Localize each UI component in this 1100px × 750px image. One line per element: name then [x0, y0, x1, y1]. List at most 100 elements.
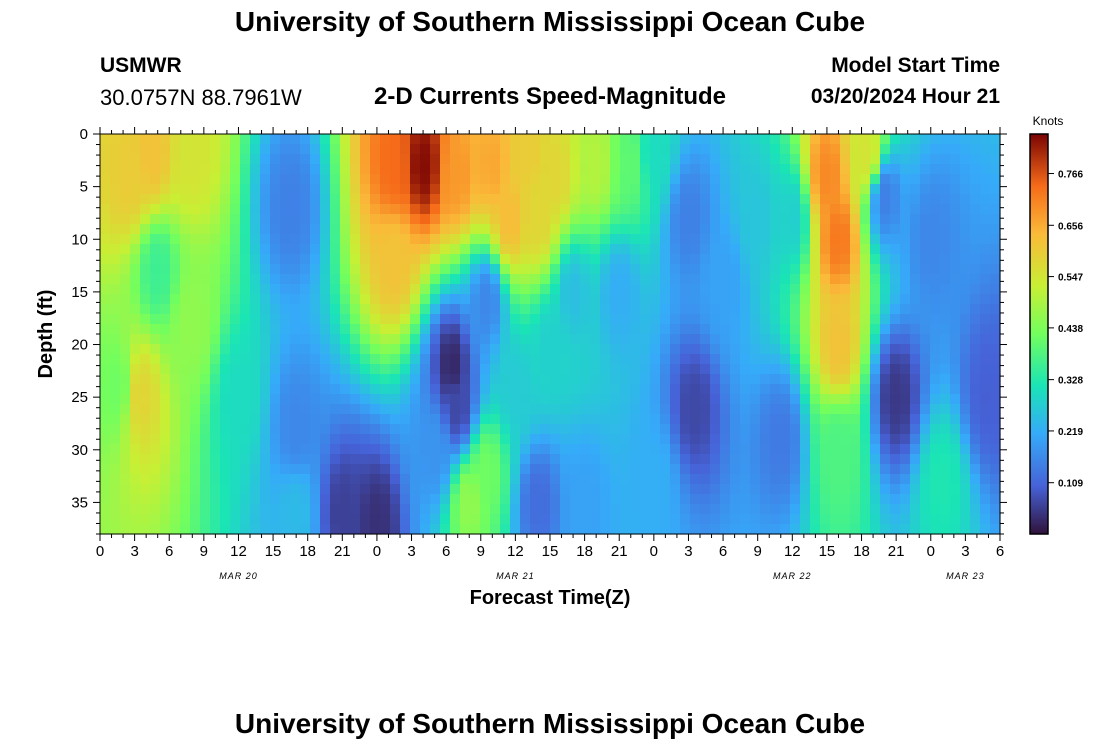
heatmap-cell	[940, 324, 951, 335]
heatmap-cell	[210, 464, 221, 475]
heatmap-cell	[990, 204, 1001, 215]
heatmap-cell	[760, 504, 771, 515]
heatmap-cell	[660, 254, 671, 265]
heatmap-cell	[910, 324, 921, 335]
heatmap-cell	[620, 134, 631, 145]
heatmap-cell	[270, 144, 281, 155]
heatmap-cell	[260, 264, 271, 275]
heatmap-cell	[880, 134, 891, 145]
heatmap-cell	[840, 384, 851, 395]
date-label: MAR 20	[219, 571, 258, 581]
heatmap-cell	[270, 334, 281, 345]
heatmap-cell	[980, 314, 991, 325]
heatmap-cell	[850, 184, 861, 195]
heatmap-cell	[800, 184, 811, 195]
heatmap-cell	[170, 424, 181, 435]
heatmap-cell	[150, 154, 161, 165]
heatmap-cell	[140, 244, 151, 255]
heatmap-cell	[240, 264, 251, 275]
heatmap-cell	[710, 484, 721, 495]
heatmap-cell	[840, 134, 851, 145]
heatmap-cell	[300, 354, 311, 365]
heatmap-cell	[890, 384, 901, 395]
heatmap-cell	[830, 144, 841, 155]
heatmap-cell	[700, 514, 711, 525]
heatmap-cell	[750, 414, 761, 425]
heatmap-cell	[550, 214, 561, 225]
heatmap-cell	[240, 234, 251, 245]
heatmap-cell	[760, 484, 771, 495]
heatmap-cell	[440, 164, 451, 175]
heatmap-cell	[480, 274, 491, 285]
heatmap-cell	[530, 364, 541, 375]
heatmap-cell	[450, 184, 461, 195]
heatmap-cell	[300, 494, 311, 505]
heatmap-cell	[240, 434, 251, 445]
heatmap-cell	[900, 304, 911, 315]
heatmap-cell	[840, 254, 851, 265]
heatmap-cell	[220, 494, 231, 505]
heatmap-cell	[430, 134, 441, 145]
heatmap-cell	[820, 304, 831, 315]
heatmap-cell	[430, 484, 441, 495]
heatmap-cell	[940, 424, 951, 435]
heatmap-cell	[330, 314, 341, 325]
heatmap-cell	[860, 294, 871, 305]
heatmap-cell	[270, 384, 281, 395]
heatmap-cell	[890, 524, 901, 535]
heatmap-cell	[440, 294, 451, 305]
heatmap-cell	[360, 394, 371, 405]
heatmap-cell	[740, 434, 751, 445]
heatmap-cell	[200, 424, 211, 435]
heatmap-cell	[940, 394, 951, 405]
heatmap-cell	[280, 354, 291, 365]
heatmap-cell	[400, 164, 411, 175]
heatmap-cell	[370, 244, 381, 255]
heatmap-cell	[700, 354, 711, 365]
heatmap-cell	[820, 194, 831, 205]
heatmap-cell	[490, 314, 501, 325]
heatmap-cell	[820, 184, 831, 195]
heatmap-cell	[780, 514, 791, 525]
heatmap-cell	[370, 424, 381, 435]
heatmap-cell	[850, 364, 861, 375]
heatmap-cell	[550, 294, 561, 305]
heatmap-cell	[750, 514, 761, 525]
heatmap-cell	[690, 444, 701, 455]
heatmap-cell	[330, 244, 341, 255]
heatmap-cell	[630, 354, 641, 365]
heatmap-cell	[260, 284, 271, 295]
heatmap-chart: 0 3 6 9 12 15 18 21 0 3 6 9 12 15 18 21 0 3 6 9 12 15 18 21 0 3 6 …	[35, 114, 1083, 609]
heatmap-cell	[200, 194, 211, 205]
heatmap-cell	[270, 284, 281, 295]
heatmap-cell	[140, 474, 151, 485]
heatmap-cell	[120, 184, 131, 195]
heatmap-cell	[860, 464, 871, 475]
heatmap-cell	[510, 444, 521, 455]
heatmap-cell	[400, 284, 411, 295]
heatmap-cell	[790, 154, 801, 165]
heatmap-cell	[710, 184, 721, 195]
heatmap-cell	[940, 224, 951, 235]
heatmap-cell	[520, 524, 531, 535]
heatmap-cell	[780, 464, 791, 475]
heatmap-cell	[610, 134, 621, 145]
heatmap-cell	[470, 364, 481, 375]
heatmap-cell	[390, 464, 401, 475]
heatmap-cell	[260, 504, 271, 515]
heatmap-cell	[860, 334, 871, 345]
heatmap-cell	[180, 134, 191, 145]
heatmap-cell	[240, 164, 251, 175]
heatmap-cell	[670, 264, 681, 275]
heatmap-cell	[500, 354, 511, 365]
heatmap-cell	[990, 304, 1001, 315]
heatmap-cell	[950, 274, 961, 285]
heatmap-cell	[420, 384, 431, 395]
heatmap-cell	[900, 434, 911, 445]
heatmap-cell	[170, 514, 181, 525]
heatmap-cell	[440, 144, 451, 155]
heatmap-cell	[720, 384, 731, 395]
heatmap-cell	[560, 264, 571, 275]
heatmap-cell	[600, 344, 611, 355]
heatmap-cell	[560, 524, 571, 535]
